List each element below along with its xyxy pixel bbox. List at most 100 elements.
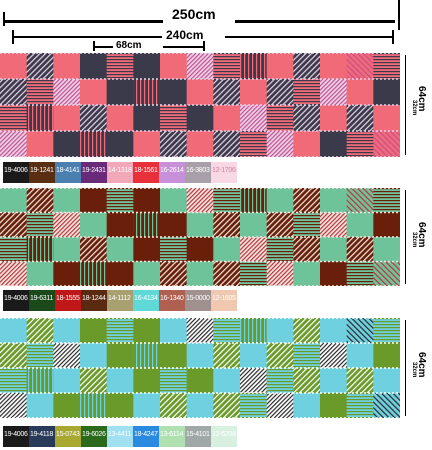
plaid-block <box>373 393 400 418</box>
plaid-block <box>186 237 214 262</box>
plaid-block <box>186 261 214 286</box>
total-width-label: 250cm <box>172 6 216 22</box>
plaid-block <box>26 188 54 213</box>
plaid-block <box>106 237 134 262</box>
plaid-block <box>0 131 28 157</box>
plaid-block <box>80 343 108 369</box>
color-swatch-code: 18-1244 <box>82 295 106 302</box>
plaid-block <box>186 53 214 80</box>
plaid-block <box>320 318 348 344</box>
total-width-tick-left <box>3 12 5 26</box>
total-width-tick-right <box>398 0 400 30</box>
plaid-block <box>213 105 241 132</box>
plaid-block <box>53 261 81 286</box>
plaid-block <box>266 368 294 394</box>
color-swatch-code: 16-3803 <box>186 167 210 174</box>
color-swatch: 19-4006 <box>3 426 29 447</box>
plaid-block <box>106 105 134 132</box>
color-swatch: 16-2614 <box>159 162 185 183</box>
plaid-block <box>266 105 294 132</box>
plaid-block <box>26 318 54 344</box>
plaid-block <box>53 368 81 394</box>
panel-2-repeat-label: 32cm <box>411 232 417 248</box>
plaid-block <box>293 237 321 262</box>
plaid-block <box>213 343 241 369</box>
plaid-block <box>53 393 81 418</box>
plaid-block <box>373 212 400 238</box>
plaid-block <box>53 237 81 262</box>
plaid-block <box>213 393 241 418</box>
plaid-block <box>53 131 81 157</box>
color-swatch: 19-4118 <box>29 426 55 447</box>
plaid-block <box>293 343 321 369</box>
plaid-block <box>106 79 134 106</box>
color-swatch-code: 18-1561 <box>134 167 158 174</box>
plaid-block <box>346 343 374 369</box>
print-width-tick-left <box>12 30 14 44</box>
plaid-block <box>320 131 348 157</box>
color-swatch: 15-0000 <box>185 290 211 311</box>
plaid-block <box>346 237 374 262</box>
color-swatch: 18-1561 <box>133 162 159 183</box>
plaid-block <box>26 237 54 262</box>
plaid-block <box>320 261 348 286</box>
plaid-pattern-2 <box>0 188 400 286</box>
plaid-block <box>80 212 108 238</box>
plaid-block <box>160 261 188 286</box>
plaid-block <box>160 79 188 106</box>
fabric-panel-2 <box>0 188 400 286</box>
plaid-block <box>293 79 321 106</box>
plaid-block <box>240 318 268 344</box>
plaid-block <box>320 188 348 213</box>
plaid-block <box>160 368 188 394</box>
plaid-block <box>80 237 108 262</box>
plaid-block <box>373 368 400 394</box>
color-swatch-code: 19-1241 <box>30 167 54 174</box>
plaid-block <box>0 79 28 106</box>
plaid-block <box>320 105 348 132</box>
color-swatch: 16-1340 <box>159 290 185 311</box>
plaid-block <box>240 53 268 80</box>
plaid-block <box>373 261 400 286</box>
panel-3-repeat-label: 32cm <box>411 362 417 378</box>
color-swatch: 13-4411 <box>107 426 133 447</box>
plaid-block <box>346 188 374 213</box>
plaid-block <box>133 318 161 344</box>
print-width-label: 240cm <box>166 28 204 42</box>
plaid-block <box>160 237 188 262</box>
plaid-block <box>373 105 400 132</box>
plaid-block <box>293 212 321 238</box>
color-swatch-code: 13-4411 <box>108 431 132 438</box>
fabric-panel-1 <box>0 53 400 157</box>
color-swatch-code: 16-4134 <box>134 295 158 302</box>
plaid-block <box>186 188 214 213</box>
plaid-block <box>106 212 134 238</box>
plaid-block <box>240 393 268 418</box>
plaid-block <box>106 131 134 157</box>
color-swatch: 18-4141 <box>55 162 81 183</box>
color-swatch: 14-1112 <box>107 290 133 311</box>
plaid-block <box>240 368 268 394</box>
plaid-block <box>53 105 81 132</box>
plaid-block <box>80 131 108 157</box>
color-swatch-code: 19-6026 <box>82 431 106 438</box>
plaid-block <box>346 131 374 157</box>
plaid-block <box>106 188 134 213</box>
plaid-block <box>80 105 108 132</box>
plaid-block <box>133 105 161 132</box>
plaid-block <box>266 53 294 80</box>
plaid-block <box>373 79 400 106</box>
plaid-block <box>26 393 54 418</box>
plaid-block <box>26 53 54 80</box>
plaid-block <box>26 131 54 157</box>
plaid-block <box>53 212 81 238</box>
print-width-line-left <box>12 36 162 38</box>
plaid-block <box>320 368 348 394</box>
plaid-block <box>373 237 400 262</box>
color-swatch-code: 12-1706 <box>212 167 236 174</box>
plaid-block <box>320 212 348 238</box>
plaid-block <box>133 131 161 157</box>
plaid-block <box>0 368 28 394</box>
plaid-block <box>373 131 400 157</box>
plaid-block <box>0 318 28 344</box>
